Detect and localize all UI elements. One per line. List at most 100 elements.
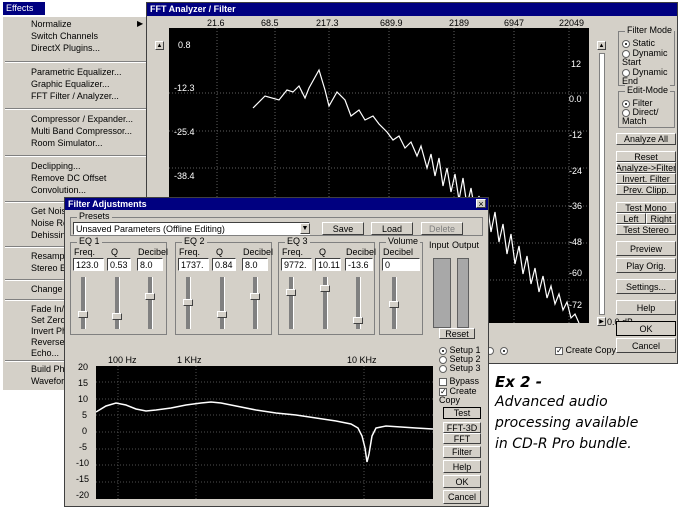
setup-1[interactable]: Setup 1: [439, 345, 481, 355]
menu-item-normalize[interactable]: Normalize: [31, 19, 72, 29]
menu-item-stereo-enhancer[interactable]: Stereo Enha: [31, 263, 82, 273]
right-scroll-down-button[interactable]: ▶: [597, 317, 606, 326]
menu-item-compressor[interactable]: Compressor / Expander...: [31, 114, 134, 124]
preset-delete-button[interactable]: Delete: [421, 222, 463, 235]
fft3d-button[interactable]: FFT-3D: [443, 422, 481, 433]
menu-item-convolution[interactable]: Convolution...: [31, 185, 87, 195]
play-orig-button[interactable]: Play Orig.: [616, 258, 676, 273]
setup-2[interactable]: Setup 2: [439, 354, 481, 364]
fft-create-copy[interactable]: ✓ Create Copy: [555, 345, 616, 355]
menu-item-remove-dc-offset[interactable]: Remove DC Offset: [31, 173, 107, 183]
menu-item-room-simulator[interactable]: Room Simulator...: [31, 138, 103, 148]
preset-save-button[interactable]: Save: [322, 222, 364, 235]
eq2-freq-thumb[interactable]: [183, 299, 193, 306]
eq1-freq-thumb[interactable]: [78, 311, 88, 318]
filter-button[interactable]: Filter: [443, 446, 481, 458]
analyze-filter-button[interactable]: Analyze->Filter: [616, 162, 676, 173]
volume-thumb[interactable]: [389, 301, 399, 308]
dialog-help-button[interactable]: Help: [443, 460, 481, 473]
reset-button[interactable]: Reset: [616, 151, 676, 162]
menu-item-multiband-compressor[interactable]: Multi Band Compressor...: [31, 126, 133, 136]
filter-mode-dynamic-start[interactable]: Dynamic Start: [622, 49, 674, 67]
menu-item-declipping[interactable]: Declipping...: [31, 161, 81, 171]
eq3-q-slider[interactable]: [323, 277, 328, 329]
left-scroll-up-button[interactable]: ▲: [155, 41, 164, 50]
right-db-tick: -72: [569, 300, 583, 310]
effects-menu-title[interactable]: Effects: [3, 2, 45, 15]
eq1-q-field[interactable]: 0.53: [107, 258, 131, 271]
menu-item-reverse[interactable]: Reverse: [31, 337, 65, 347]
test-right-button[interactable]: Right: [646, 213, 676, 224]
dialog-reset-button[interactable]: Reset: [439, 328, 475, 339]
fft-radio-right[interactable]: [500, 345, 508, 355]
eq3-freq-thumb[interactable]: [286, 289, 296, 296]
eq1-freq-slider[interactable]: [81, 277, 86, 329]
eq1-db-thumb[interactable]: [145, 293, 155, 300]
eq1-db-slider[interactable]: [148, 277, 153, 329]
menu-item-set-zero[interactable]: Set Zero: [31, 315, 66, 325]
ok-button[interactable]: OK: [616, 321, 676, 336]
help-button[interactable]: Help: [616, 300, 676, 315]
edit-mode-direct[interactable]: Direct/ Match: [622, 108, 674, 126]
eq2-db-slider[interactable]: [253, 277, 258, 329]
eq3-q-thumb[interactable]: [320, 285, 330, 292]
eq2-q-field[interactable]: 0.84: [212, 258, 236, 271]
create-copy-checkbox[interactable]: ✓ Create Copy: [439, 387, 483, 405]
test-button[interactable]: Test: [443, 407, 481, 419]
eq3-db-thumb[interactable]: [353, 317, 363, 324]
menu-item-dehissing[interactable]: Dehissing...: [31, 230, 79, 240]
eq1-q-slider[interactable]: [115, 277, 120, 329]
test-left-button[interactable]: Left: [616, 213, 646, 224]
edit-mode-filter[interactable]: Filter: [622, 98, 653, 108]
menu-item-fade[interactable]: Fade In/Out: [31, 304, 79, 314]
fft-button[interactable]: FFT: [443, 433, 481, 444]
dialog-close-button[interactable]: ×: [476, 199, 486, 208]
eq1-db-field[interactable]: 8.0: [137, 258, 163, 271]
eq3-db-slider[interactable]: [356, 277, 361, 329]
menu-item-fft-filter[interactable]: FFT Filter / Analyzer...: [31, 91, 119, 101]
cancel-button[interactable]: Cancel: [616, 338, 676, 353]
menu-item-graphic-equalizer[interactable]: Graphic Equalizer...: [31, 79, 110, 89]
eq3-freq-slider[interactable]: [289, 277, 294, 329]
menu-item-echo[interactable]: Echo...: [31, 348, 60, 358]
eq3-db-field[interactable]: -13.6: [345, 258, 373, 271]
eq2-db-field[interactable]: 8.0: [242, 258, 268, 271]
test-mono-button[interactable]: Test Mono: [616, 202, 676, 213]
prev-clipp-button[interactable]: Prev. Clipp.: [616, 184, 676, 195]
menu-item-waveform-generator[interactable]: Waveform G: [31, 376, 82, 386]
invert-filter-button[interactable]: Invert. Filter: [616, 173, 676, 184]
test-stereo-button[interactable]: Test Stereo: [616, 224, 676, 235]
eq2-db-thumb[interactable]: [250, 293, 260, 300]
dialog-ok-button[interactable]: OK: [443, 475, 481, 488]
eq3-freq-field[interactable]: 9772.: [281, 258, 312, 271]
eq1-freq-field[interactable]: 123.0: [73, 258, 104, 271]
preset-dropdown-button[interactable]: ▼: [300, 223, 310, 234]
filter-mode-static[interactable]: Static: [622, 38, 655, 48]
right-slider-track[interactable]: [599, 53, 605, 315]
setup-3[interactable]: Setup 3: [439, 363, 481, 373]
filter-mode-dynamic-end[interactable]: Dynamic End: [622, 68, 674, 86]
menu-item-noise-reduction[interactable]: Noise Reduc: [31, 218, 83, 228]
response-graph[interactable]: [95, 366, 434, 499]
eq1-q-thumb[interactable]: [112, 313, 122, 320]
preview-button[interactable]: Preview: [616, 241, 676, 256]
preset-select[interactable]: Unsaved Parameters (Offline Editing): [73, 222, 310, 235]
menu-item-directx-plugins[interactable]: DirectX Plugins...: [31, 43, 101, 53]
bypass-checkbox[interactable]: Bypass: [439, 376, 479, 386]
menu-item-build-physical[interactable]: Build Physica: [31, 364, 86, 374]
menu-item-invert-phase[interactable]: Invert Phase: [31, 326, 82, 336]
eq2-q-thumb[interactable]: [217, 311, 227, 318]
menu-item-change-sample[interactable]: Change Sam: [31, 284, 84, 294]
eq2-freq-field[interactable]: 1737.: [178, 258, 209, 271]
settings-button[interactable]: Settings...: [616, 279, 676, 294]
right-scroll-up-button[interactable]: ▲: [597, 41, 606, 50]
dialog-cancel-button[interactable]: Cancel: [443, 490, 481, 504]
volume-field[interactable]: 0: [382, 258, 420, 271]
eq3-q-field[interactable]: 10.11: [315, 258, 341, 271]
analyze-all-button[interactable]: Analyze All: [616, 133, 676, 145]
preset-load-button[interactable]: Load: [371, 222, 413, 235]
menu-item-resample[interactable]: Resample /: [31, 251, 77, 261]
menu-item-switch-channels[interactable]: Switch Channels: [31, 31, 99, 41]
eq2-q-slider[interactable]: [220, 277, 225, 329]
menu-item-parametric-equalizer[interactable]: Parametric Equalizer...: [31, 67, 122, 77]
